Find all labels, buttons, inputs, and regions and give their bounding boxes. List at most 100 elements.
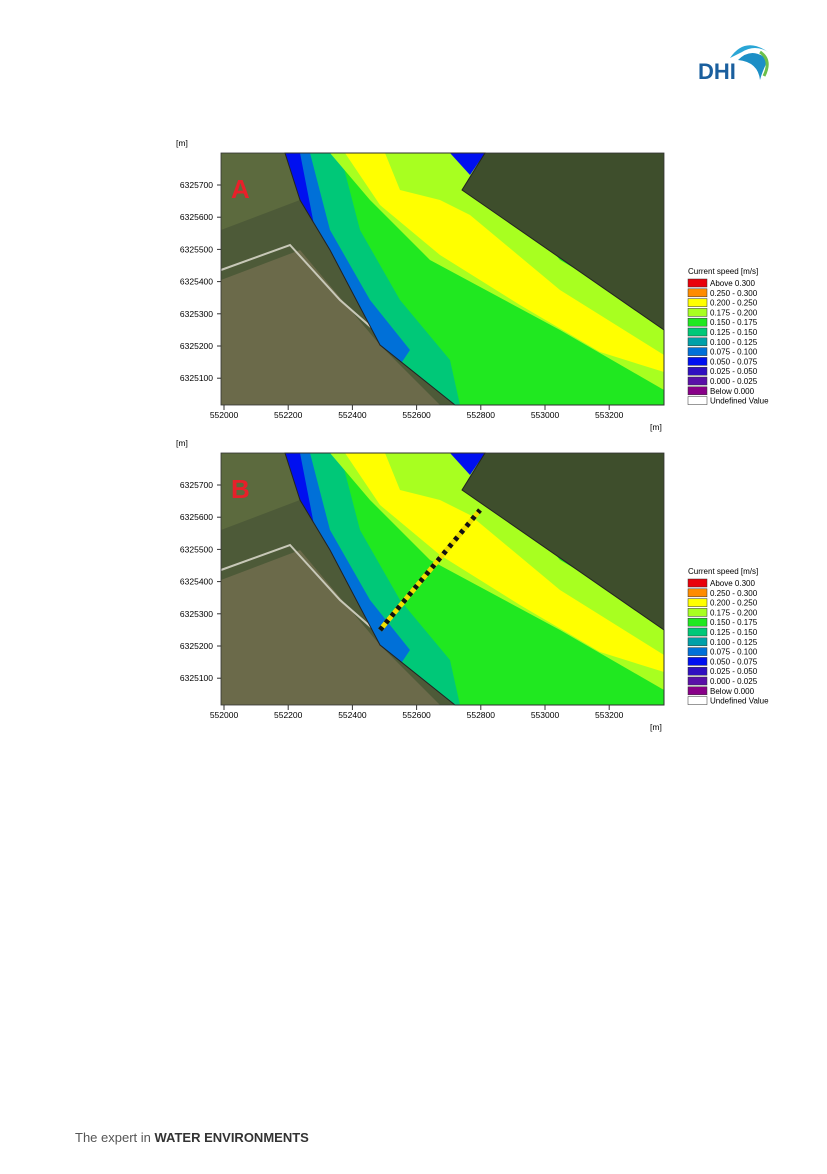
legend-label: 0.250 - 0.300	[710, 589, 758, 598]
x-tick-label: 552400	[338, 710, 367, 720]
y-tick-label: 6325400	[180, 577, 213, 587]
legend-label: 0.200 - 0.250	[710, 299, 758, 308]
legend-swatch	[687, 696, 708, 705]
legend-label: 0.175 - 0.200	[710, 308, 758, 317]
footer: The expert in WATER ENVIRONMENTS	[75, 1130, 309, 1145]
flow-band	[285, 153, 460, 405]
x-tick-label: 552000	[210, 410, 239, 420]
field	[221, 153, 300, 230]
legend-swatch	[687, 366, 708, 376]
legend-label: 0.100 - 0.125	[710, 338, 758, 347]
x-tick-label: 553000	[531, 410, 560, 420]
y-tick-label: 6325300	[180, 309, 213, 319]
y-tick-label: 6325300	[180, 609, 213, 619]
y-unit: [m]	[176, 438, 188, 448]
flow-band	[285, 453, 460, 705]
legend-swatch	[687, 278, 708, 288]
x-unit: [m]	[650, 722, 662, 732]
footer-brand: WATER ENVIRONMENTS	[155, 1130, 310, 1145]
logo-wave	[759, 50, 769, 77]
figure: B [m] [m] 6325700 6325600 6325500 6325400 63253…	[176, 438, 769, 732]
legend-label: Below 0.000	[710, 687, 755, 696]
map-frame	[220, 152, 665, 406]
legend-swatch	[687, 308, 708, 317]
flow-band	[285, 453, 380, 645]
legend-swatch	[687, 647, 708, 656]
legend-swatch	[687, 337, 708, 347]
flow-band	[345, 153, 664, 372]
legend-label: 0.050 - 0.075	[710, 357, 758, 366]
field	[221, 453, 300, 530]
legend-swatch	[687, 317, 708, 327]
legend-label: 0.075 - 0.100	[710, 348, 758, 357]
flow-band	[285, 453, 410, 680]
legend-label: 0.125 - 0.150	[710, 628, 758, 637]
flow-band	[345, 453, 664, 672]
legend-label: Undefined Value	[710, 697, 769, 706]
legend-swatch	[687, 357, 708, 366]
legend-label: Above 0.300	[710, 279, 755, 288]
flow-band	[450, 453, 485, 475]
legend-swatch	[687, 578, 708, 588]
legend-swatch	[687, 598, 708, 607]
legend-swatch	[687, 376, 708, 386]
figure: A [m] [m] 6325700 6325600 6325500 6325400 63253…	[176, 138, 769, 432]
legend-swatch	[687, 617, 708, 627]
legend-label: 0.125 - 0.150	[710, 328, 758, 337]
legend-title: Current speed [m/s]	[688, 567, 758, 576]
legend-swatch	[687, 627, 708, 637]
legend-label: 0.000 - 0.025	[710, 377, 758, 386]
legend-swatch	[687, 676, 708, 686]
x-tick-label: 552000	[210, 710, 239, 720]
y-tick-label: 6325500	[180, 244, 213, 254]
legend-label: 0.200 - 0.250	[710, 599, 758, 608]
field	[221, 250, 440, 405]
figures: A [m] [m] 6325700 6325600 6325500 6325400 63253…	[176, 138, 769, 732]
legend-label: 0.150 - 0.175	[710, 318, 758, 327]
legend-label: Undefined Value	[710, 397, 769, 406]
y-tick-label: 6325500	[180, 544, 213, 554]
y-tick-label: 6325100	[180, 673, 213, 683]
x-tick-label: 553200	[595, 410, 624, 420]
y-tick-label: 6325400	[180, 277, 213, 287]
x-tick-label: 552200	[274, 710, 303, 720]
legend-label: 0.025 - 0.050	[710, 367, 758, 376]
legend-swatch	[687, 588, 708, 598]
x-tick-label: 552600	[402, 410, 431, 420]
y-tick-label: 6325700	[180, 480, 213, 490]
woodland	[462, 153, 664, 330]
legend-label: Below 0.000	[710, 387, 755, 396]
x-tick-label: 553000	[531, 710, 560, 720]
legend-label: 0.100 - 0.125	[710, 638, 758, 647]
woodland	[462, 453, 664, 630]
panel-label: B	[231, 474, 250, 504]
logo-wave	[738, 53, 768, 80]
y-tick-label: 6325200	[180, 641, 213, 651]
x-tick-label: 552600	[402, 710, 431, 720]
logo: DHI	[698, 45, 769, 84]
legend-label: 0.000 - 0.025	[710, 677, 758, 686]
legend-swatch	[687, 298, 708, 307]
legend-swatch	[687, 288, 708, 298]
logo-wave	[730, 45, 768, 58]
legend-swatch	[687, 608, 708, 617]
x-tick-label: 552200	[274, 410, 303, 420]
y-tick-label: 6325600	[180, 212, 213, 222]
legend-swatch	[687, 396, 708, 405]
legend-swatch	[687, 686, 708, 696]
y-tick-label: 6325600	[180, 512, 213, 522]
legend-swatch	[687, 347, 708, 356]
flow-band	[450, 153, 485, 175]
legend-label: 0.025 - 0.050	[710, 667, 758, 676]
x-tick-label: 552800	[467, 710, 496, 720]
y-tick-label: 6325700	[180, 180, 213, 190]
y-tick-label: 6325200	[180, 341, 213, 351]
y-tick-label: 6325100	[180, 373, 213, 383]
map-frame	[220, 452, 665, 706]
legend-label: Above 0.300	[710, 579, 755, 588]
legend-swatch	[687, 386, 708, 396]
field	[221, 550, 440, 705]
legend-label: 0.150 - 0.175	[710, 618, 758, 627]
flow-band	[285, 153, 380, 345]
